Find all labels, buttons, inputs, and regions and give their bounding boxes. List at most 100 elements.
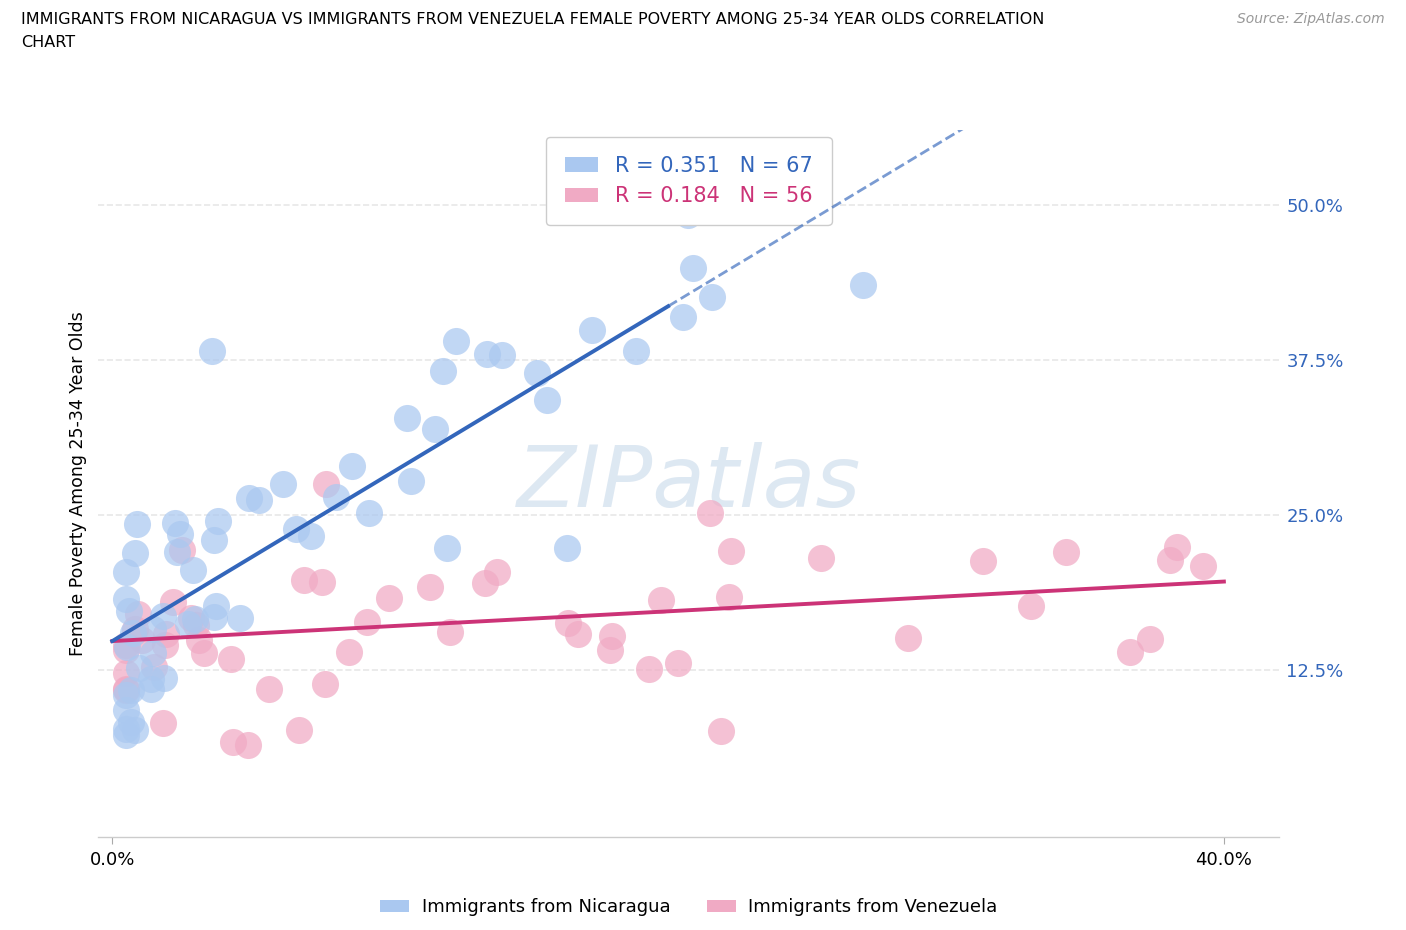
Point: [120, 683, 142, 698]
Point: [221, 651, 243, 666]
Point: [672, 310, 695, 325]
Point: [162, 595, 184, 610]
Point: [852, 278, 875, 293]
Point: [314, 676, 336, 691]
Point: [143, 659, 166, 674]
Point: [122, 625, 145, 640]
Point: [128, 660, 150, 675]
Point: [238, 491, 260, 506]
Point: [395, 410, 418, 425]
Point: [115, 727, 138, 742]
Point: [155, 626, 177, 641]
Point: [356, 615, 378, 630]
Text: CHART: CHART: [21, 35, 75, 50]
Point: [153, 638, 176, 653]
Point: [699, 506, 721, 521]
Point: [120, 714, 142, 729]
Point: [425, 421, 447, 436]
Point: [153, 671, 176, 686]
Point: [581, 323, 603, 338]
Point: [311, 574, 333, 589]
Point: [1019, 599, 1042, 614]
Point: [115, 640, 138, 655]
Point: [115, 666, 138, 681]
Point: [1054, 544, 1077, 559]
Point: [810, 551, 832, 565]
Point: [131, 632, 153, 647]
Point: [682, 260, 704, 275]
Point: [180, 610, 202, 625]
Point: [205, 598, 228, 613]
Point: [292, 572, 315, 587]
Point: [299, 528, 322, 543]
Point: [710, 724, 733, 738]
Point: [399, 473, 422, 488]
Point: [115, 643, 138, 658]
Point: [115, 688, 138, 703]
Point: [555, 540, 578, 555]
Point: [378, 591, 401, 605]
Point: [124, 545, 146, 560]
Point: [624, 343, 647, 358]
Point: [972, 553, 994, 568]
Point: [600, 629, 623, 644]
Point: [419, 579, 441, 594]
Point: [184, 612, 207, 627]
Point: [127, 606, 149, 621]
Point: [474, 576, 496, 591]
Point: [115, 722, 138, 737]
Point: [485, 565, 508, 580]
Point: [118, 604, 141, 618]
Point: [124, 622, 146, 637]
Point: [1192, 558, 1215, 573]
Point: [717, 590, 740, 604]
Point: [125, 517, 148, 532]
Point: [115, 565, 138, 579]
Point: [357, 506, 380, 521]
Point: [115, 682, 138, 697]
Point: [720, 544, 742, 559]
Point: [288, 723, 311, 737]
Point: [475, 346, 498, 361]
Point: [1119, 644, 1142, 659]
Point: [115, 638, 138, 653]
Point: [181, 563, 204, 578]
Point: [229, 610, 252, 625]
Point: [165, 515, 187, 530]
Point: [259, 682, 281, 697]
Point: [526, 365, 548, 380]
Point: [166, 544, 188, 559]
Point: [124, 723, 146, 737]
Point: [187, 632, 209, 647]
Point: [202, 609, 225, 624]
Point: [491, 348, 513, 363]
Point: [204, 532, 226, 547]
Point: [666, 656, 689, 671]
Point: [193, 645, 215, 660]
Point: [207, 513, 229, 528]
Point: [222, 735, 245, 750]
Point: [169, 526, 191, 541]
Point: [247, 493, 270, 508]
Point: [177, 617, 200, 631]
Legend: Immigrants from Nicaragua, Immigrants from Venezuela: Immigrants from Nicaragua, Immigrants fr…: [373, 891, 1005, 923]
Text: IMMIGRANTS FROM NICARAGUA VS IMMIGRANTS FROM VENEZUELA FEMALE POVERTY AMONG 25-3: IMMIGRANTS FROM NICARAGUA VS IMMIGRANTS …: [21, 12, 1045, 27]
Point: [700, 290, 723, 305]
Point: [139, 671, 162, 686]
Point: [285, 522, 308, 537]
Point: [115, 702, 138, 717]
Point: [339, 644, 361, 659]
Point: [1139, 631, 1161, 646]
Point: [897, 631, 920, 645]
Point: [689, 193, 711, 207]
Point: [142, 645, 165, 660]
Point: [152, 716, 174, 731]
Point: [342, 458, 364, 473]
Point: [236, 737, 259, 752]
Point: [170, 542, 193, 557]
Point: [432, 364, 454, 379]
Point: [567, 627, 589, 642]
Point: [637, 661, 659, 676]
Point: [186, 618, 208, 632]
Point: [139, 682, 162, 697]
